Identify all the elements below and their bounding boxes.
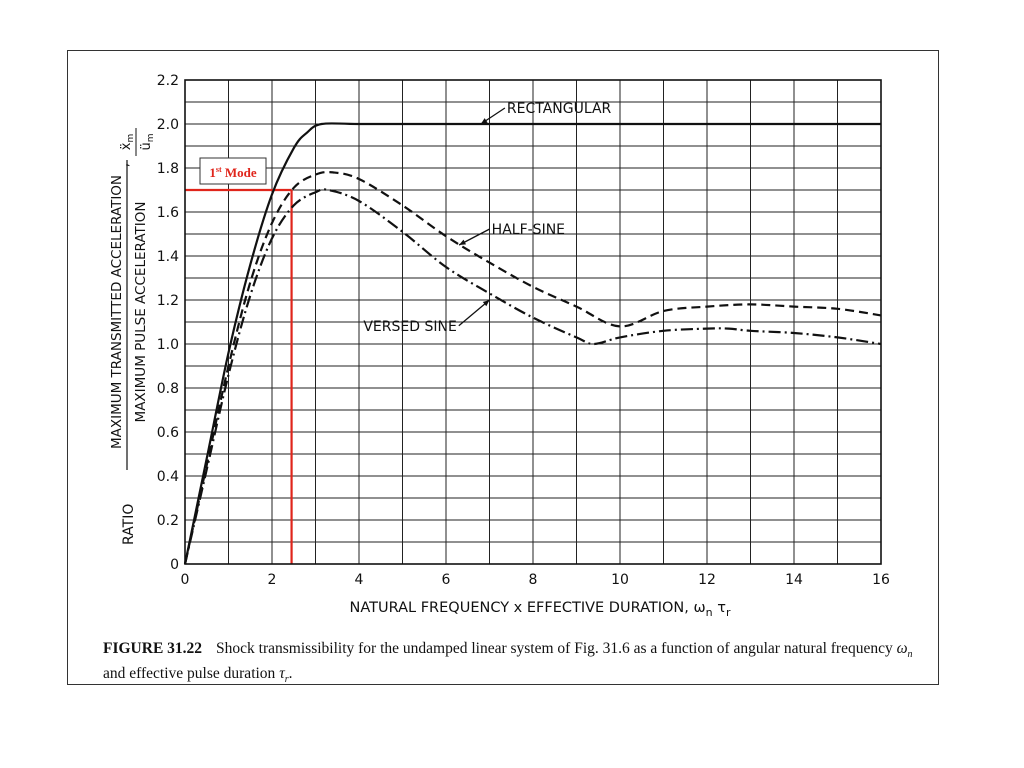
series-label-arrowhead [480,118,488,124]
y-tick-label: 2.0 [157,117,179,133]
x-tick-label: 4 [355,572,364,588]
y-tick-label: 0.8 [157,381,179,397]
y-tick-label: 0 [170,557,179,573]
caption-label: FIGURE 31.22 [103,640,203,657]
figure-frame [67,50,939,685]
first-mode-text: 1st Mode [209,165,257,180]
chart-ticks: 0 2 4 6 8 10 12 14 16 0 0.2 0.4 0.6 0.8 1.0 1.2 1.4 1.6 1.… [157,73,890,588]
y-tick-label: 1.0 [157,337,179,353]
y-axis-label: RATIO MAXIMUM TRANSMITTED ACCELERATION M… [109,128,156,545]
caption-text-1: Shock transmissibility for the undamped … [216,640,897,657]
y-axis-label-numerator: MAXIMUM TRANSMITTED ACCELERATION [109,175,125,449]
y-tick-label: 0.4 [157,469,179,485]
y-tick-label: 2.2 [157,73,179,89]
series-label-versed-sine: VERSED SINE [363,319,456,335]
y-tick-label: 0.6 [157,425,179,441]
chart-series [183,122,882,565]
series-label-leader [458,299,490,327]
x-tick-label: 0 [181,572,190,588]
series-label-half-sine: HALF-SINE [492,222,565,238]
y-tick-label: 1.6 [157,205,179,221]
y-axis-label-denominator: MAXIMUM PULSE ACCELERATION [133,202,149,423]
series-line-versed-sine [183,188,882,565]
y-tick-label: 1.8 [157,161,179,177]
y-tick-label: 0.2 [157,513,179,529]
x-tick-label: 12 [698,572,716,588]
figure-caption: FIGURE 31.22 Shock transmissibility for t… [103,640,913,686]
svg-text:,: , [117,163,132,167]
series-label-rectangular: RECTANGULAR [507,101,612,117]
series-line-half-sine [183,170,882,565]
x-tick-label: 8 [529,572,538,588]
y-axis-ratio-numerator-symbol: ẍm [119,134,136,150]
chart-axes [184,79,882,565]
plot-border [184,79,882,565]
y-axis-ratio-denominator-symbol: üm [139,133,156,150]
x-tick-label: 2 [268,572,277,588]
first-mode-label: 1st Mode [199,157,267,185]
y-axis-label-ratio: RATIO [121,504,137,545]
y-tick-label: 1.2 [157,293,179,309]
series-label-arrowhead [459,239,467,245]
mode-annotation [185,188,293,564]
x-tick-label: 16 [872,572,890,588]
series-label-arrowhead [482,300,490,307]
y-tick-label: 1.4 [157,249,179,265]
x-tick-label: 14 [785,572,803,588]
x-tick-label: 6 [442,572,451,588]
x-tick-label: 10 [611,572,629,588]
chart: 0 2 4 6 8 10 12 14 16 0 0.2 0.4 0.6 0.8 1.0 1.2 1.4 1.6 1.… [109,73,890,619]
series-line-rectangular [183,122,881,565]
x-axis-label: NATURAL FREQUENCY x EFFECTIVE DURATION, … [350,600,731,619]
chart-grid [184,79,882,565]
series-labels: RECTANGULAR HALF-SINE VERSED SINE [363,101,611,335]
